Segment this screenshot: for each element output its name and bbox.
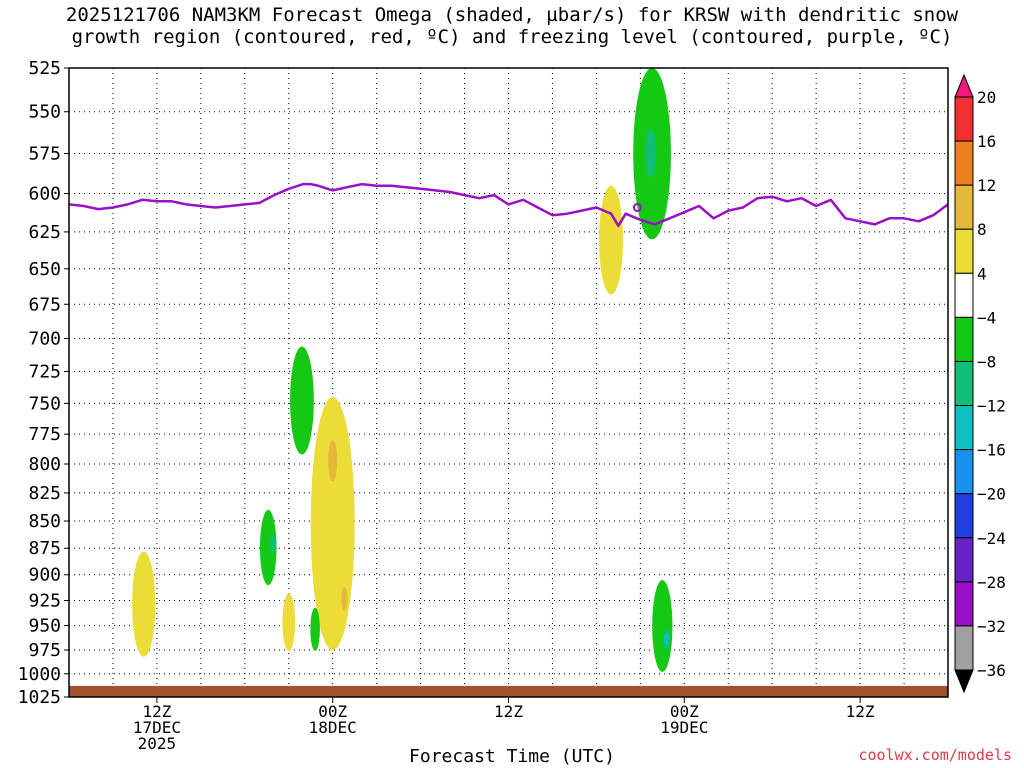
- colorbar: 20 16 12 8 4 −4 −8 −12 −16 −20 −24 −28 −32 −36: [954, 73, 1006, 694]
- y-tick-label-925: 925: [28, 590, 61, 611]
- colorbar-swatch-10: [954, 537, 974, 583]
- y-tick-label-700: 700: [28, 328, 61, 349]
- y-tick-label-550: 550: [28, 102, 61, 123]
- colorbar-label-9: −20: [977, 485, 1006, 504]
- x-axis-label: Forecast Time (UTC): [409, 746, 615, 767]
- terrain-fill: [69, 685, 948, 697]
- colorbar-swatch-6: [954, 360, 974, 407]
- x-tick-label-4-0: 12Z: [846, 702, 875, 721]
- omega-region-12: [652, 579, 673, 672]
- y-tick-label-525: 525: [28, 58, 61, 79]
- omega-region-5: [328, 440, 338, 482]
- colorbar-label-11: −28: [977, 573, 1006, 592]
- colorbar-top-arrow: [954, 73, 974, 98]
- x-tick-label-0-1: 17DEC: [133, 718, 181, 737]
- colorbar-label-1: 16: [977, 132, 996, 151]
- colorbar-label-6: −8: [977, 352, 996, 371]
- omega-region-7: [259, 509, 277, 586]
- y-tick-label-575: 575: [28, 144, 61, 165]
- omega-region-14: [663, 633, 670, 646]
- omega-region-4: [310, 397, 355, 650]
- freezing-level-ring: [632, 203, 642, 213]
- y-tick-label-975: 975: [28, 640, 61, 661]
- colorbar-swatch-1: [954, 140, 974, 186]
- y-tick-label-725: 725: [28, 361, 61, 382]
- x-tick-label-3-0: 00Z: [670, 702, 699, 721]
- x-tick-label-1-0: 00Z: [318, 702, 347, 721]
- y-tick-label-650: 650: [28, 259, 61, 280]
- chart-title: 2025121706 NAM3KM Forecast Omega (shaded…: [0, 4, 1024, 48]
- omega-region-1: [645, 128, 657, 178]
- colorbar-label-4: 4: [977, 264, 987, 283]
- x-tick-label-3-1: 19DEC: [660, 718, 708, 737]
- colorbar-label-3: 8: [977, 220, 987, 239]
- colorbar-swatch-12: [954, 625, 974, 671]
- colorbar-swatch-8: [954, 449, 974, 495]
- y-tick-label-625: 625: [28, 222, 61, 243]
- chart-title-line-1: 2025121706 NAM3KM Forecast Omega (shaded…: [65, 4, 959, 26]
- y-tick-label-600: 600: [28, 184, 61, 205]
- colorbar-swatch-3: [954, 228, 974, 274]
- x-tick-label-2-0: 12Z: [494, 702, 523, 721]
- y-tick-label-750: 750: [28, 393, 61, 414]
- colorbar-bottom-arrow: [954, 669, 974, 694]
- grid-lines: [69, 67, 948, 698]
- colorbar-swatch-11: [954, 581, 974, 627]
- colorbar-label-12: −32: [977, 617, 1006, 636]
- plot-border: [68, 67, 949, 698]
- credit-text: coolwx.com/models: [858, 746, 1012, 764]
- colorbar-swatch-0: [954, 96, 974, 142]
- x-tick-label-1-1: 18DEC: [309, 718, 357, 737]
- colorbar-label-8: −16: [977, 441, 1006, 460]
- plot-frame: [68, 67, 949, 698]
- colorbar-swatch-4: [954, 272, 974, 318]
- y-tick-label-1000: 1000: [18, 664, 61, 685]
- y-tick-label-900: 900: [28, 565, 61, 586]
- omega-region-3: [290, 346, 314, 455]
- omega-shading: [132, 68, 673, 672]
- terrain-rect: [69, 685, 948, 697]
- colorbar-label-2: 12: [977, 176, 996, 195]
- y-tick-label-800: 800: [28, 454, 61, 475]
- colorbar-label-0: 20: [977, 88, 996, 107]
- colorbar-swatch-9: [954, 493, 974, 539]
- y-tick-label-850: 850: [28, 511, 61, 532]
- y-tick-label-1025: 1025: [18, 687, 61, 708]
- omega-region-10: [282, 593, 296, 651]
- colorbar-swatch-7: [954, 405, 974, 451]
- y-tick-label-950: 950: [28, 616, 61, 637]
- colorbar-swatch-2: [954, 184, 974, 230]
- x-tick-label-0-2: 2025: [138, 734, 177, 753]
- chart-title-line-2: growth region (contoured, red, ºC) and f…: [71, 26, 953, 48]
- y-axis-ticks: 525 550 575 600 625 650 675 700 725 750 775 800 825 8…: [18, 58, 69, 708]
- colorbar-label-5: −4: [977, 308, 996, 327]
- omega-region-8: [269, 534, 276, 554]
- omega-region-11: [310, 607, 320, 651]
- freezing-level-line: [68, 182, 949, 228]
- y-tick-label-775: 775: [28, 424, 61, 445]
- omega-region-9: [132, 551, 156, 657]
- colorbar-label-10: −24: [977, 529, 1006, 548]
- colorbar-swatch-5: [954, 316, 974, 362]
- omega-region-2: [599, 185, 624, 295]
- y-tick-label-875: 875: [28, 538, 61, 559]
- colorbar-label-7: −12: [977, 397, 1006, 416]
- y-tick-label-825: 825: [28, 483, 61, 504]
- freezing-level-contour: [68, 182, 949, 228]
- colorbar-label-13: −36: [977, 661, 1006, 680]
- omega-region-6: [341, 587, 348, 611]
- x-tick-label-0-0: 12Z: [142, 702, 171, 721]
- y-tick-label-675: 675: [28, 294, 61, 315]
